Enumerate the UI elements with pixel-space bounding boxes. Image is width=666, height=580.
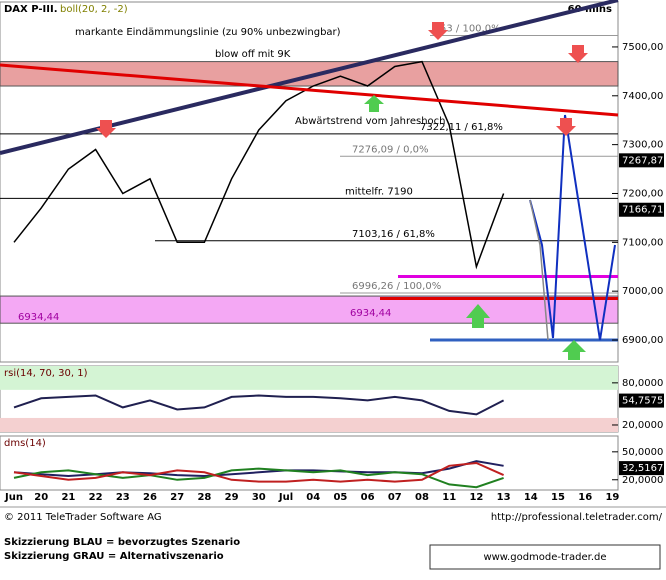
y-tick-label: 7400,00 xyxy=(622,91,663,102)
panel-title: DAX P-III. xyxy=(4,4,58,15)
panel-title: rsi(14, 70, 30, 1) xyxy=(4,368,88,379)
y-tick-label: 7000,00 xyxy=(622,286,663,297)
x-tick-label: 14 xyxy=(524,492,538,503)
legend-blue: Skizzierung BLAU = bevorzugtes Szenario xyxy=(4,537,240,548)
y-tick-label: 7100,00 xyxy=(622,237,663,248)
level-label: 53 / 100,0% xyxy=(440,23,501,34)
x-tick-label: Jun xyxy=(4,492,23,503)
x-tick-label: 11 xyxy=(442,492,456,503)
up-arrow xyxy=(562,340,586,360)
x-tick-label: 12 xyxy=(469,492,483,503)
price-tag-label: 7166,71 xyxy=(622,205,663,216)
level-label: 6996,26 / 100,0% xyxy=(352,281,441,292)
y-tick-label: 80,0000 xyxy=(622,378,663,389)
down-arrow xyxy=(568,45,588,63)
price-tag xyxy=(619,153,664,168)
price-tag xyxy=(619,202,664,217)
zone-label: 6934,44 xyxy=(350,308,391,319)
x-tick-label: 29 xyxy=(225,492,239,503)
timeframe: 60 mins xyxy=(568,4,612,15)
y-tick-label: 7300,00 xyxy=(622,140,663,151)
source-url: http://professional.teletrader.com/ xyxy=(491,512,663,523)
x-tick-label: 30 xyxy=(252,492,266,503)
up-arrow xyxy=(466,304,490,328)
zone xyxy=(0,417,618,432)
x-tick-label: 23 xyxy=(116,492,130,503)
annotation: blow off mit 9K xyxy=(215,49,291,60)
x-tick-label: 05 xyxy=(333,492,347,503)
x-tick-label: Jul xyxy=(278,492,293,503)
y-tick-label: 7500,00 xyxy=(622,42,663,53)
level-label: 7276,09 / 0,0% xyxy=(352,144,428,155)
annotation: Abwärtstrend vom Jahreshoch xyxy=(295,116,445,127)
website: www.godmode-trader.de xyxy=(483,552,606,563)
x-tick-label: 20 xyxy=(34,492,48,503)
up-arrow xyxy=(364,95,384,112)
series-line xyxy=(13,60,505,270)
annotation: markante Eindämmungslinie (zu 90% unbezw… xyxy=(75,27,341,38)
x-tick-label: 28 xyxy=(197,492,211,503)
price-tag xyxy=(619,461,664,476)
y-tick-label: 7200,00 xyxy=(622,188,663,199)
x-tick-label: 08 xyxy=(415,492,429,503)
website-box xyxy=(429,544,661,570)
downtrend-line xyxy=(0,63,619,117)
level-label: 7322,11 / 61,8% xyxy=(420,122,503,133)
y-tick-label: 20,0000 xyxy=(622,475,663,486)
x-tick-label: 21 xyxy=(61,492,75,503)
series-line xyxy=(13,467,504,489)
y-tick-label: 6900,00 xyxy=(622,335,663,346)
x-tick-label: 07 xyxy=(388,492,402,503)
subtitle: boll(20, 2, -2) xyxy=(60,4,128,15)
x-tick-label: 06 xyxy=(361,492,375,503)
legend-grey: Skizzierung GRAU = Alternativszenario xyxy=(4,551,224,562)
price-tag xyxy=(619,393,664,408)
zone xyxy=(0,295,619,324)
x-tick-label: 19 xyxy=(605,492,619,503)
grey-scenario xyxy=(529,199,549,341)
panels: 6934,44 6934,44 53 / 100,0% 7322,11 / 61,8%… xyxy=(0,1,664,503)
level-label: 7103,16 / 61,8% xyxy=(352,229,435,240)
down-arrow xyxy=(428,22,448,40)
panel-frame xyxy=(0,435,619,491)
x-tick-label: 15 xyxy=(551,492,565,503)
price-tag-label: 54,7575 xyxy=(622,396,663,407)
zone xyxy=(0,366,618,390)
price-tag-label: 7267,87 xyxy=(622,155,663,166)
x-tick-label: 26 xyxy=(143,492,157,503)
x-tick-label: 22 xyxy=(89,492,103,503)
down-arrow xyxy=(96,120,116,138)
x-tick-label: 13 xyxy=(497,492,511,503)
y-tick-label: 20,0000 xyxy=(622,420,663,431)
blue-scenario xyxy=(529,114,616,341)
zone xyxy=(0,61,619,87)
panel-title: dms(14) xyxy=(4,438,46,449)
price-tag-label: 32,5167 xyxy=(622,463,663,474)
x-tick-label: 04 xyxy=(306,492,320,503)
x-tick-label: 27 xyxy=(170,492,184,503)
series-line xyxy=(13,394,505,416)
copyright: © 2011 TeleTrader Software AG xyxy=(4,512,162,523)
down-arrow xyxy=(556,118,576,136)
y-tick-label: 50,0000 xyxy=(622,447,663,458)
x-tick-label: 16 xyxy=(578,492,592,503)
series-line xyxy=(13,461,505,483)
level-label: mittelfr. 7190 xyxy=(345,186,413,197)
zone-label: 6934,44 xyxy=(18,312,59,323)
